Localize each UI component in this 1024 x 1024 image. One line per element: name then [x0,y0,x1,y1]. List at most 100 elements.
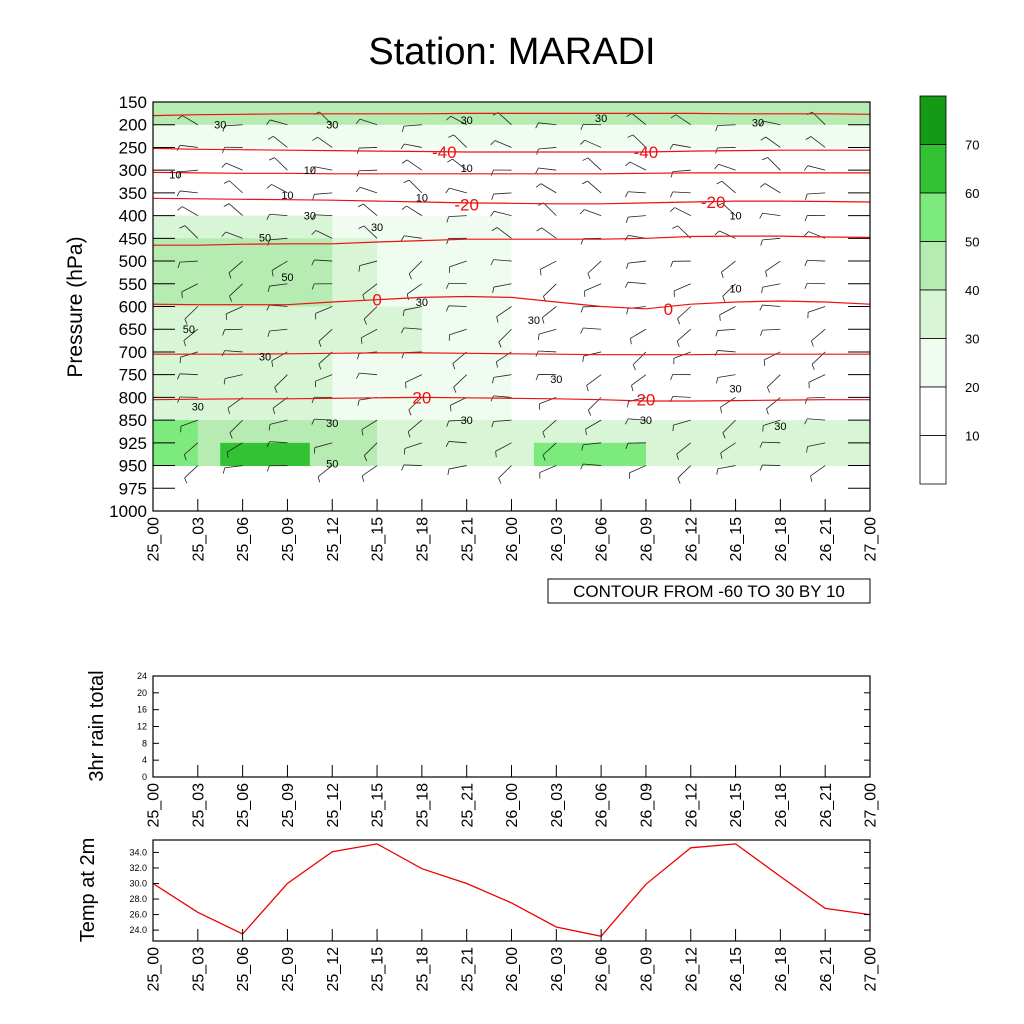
time-tick-label: 25_15 [370,517,387,562]
wind-barb [718,230,736,239]
wind-barb-flag [406,294,409,301]
humidity-cell [780,192,804,217]
humidity-cell [690,192,714,217]
time-tick-label: 26_06 [594,783,611,828]
wind-barb-flag [714,163,719,170]
wind-barb [543,283,557,297]
humidity-cell [466,192,490,217]
humidity-cell [735,238,759,262]
wind-barb-flag [222,329,226,336]
time-tick-label: 26_06 [594,517,611,562]
wind-barb [226,306,243,315]
wind-barb [448,441,467,444]
wind-barb [583,442,602,446]
wind-barb-flag [765,271,768,278]
wind-barb-flag [580,139,585,145]
wind-barb-flag [542,431,546,438]
humidity-cell [377,442,400,467]
humidity-cell [220,374,244,398]
humidity-cell [489,442,512,467]
humidity-cell [332,374,356,398]
wind-barb [720,397,736,408]
humidity-cell [623,329,647,353]
wind-barb [224,350,243,353]
wind-barb-flag [223,378,226,385]
humidity-cell [421,397,445,421]
wind-barb [183,442,199,455]
humidity-cell [623,306,647,330]
humidity-cell [265,124,288,148]
wind-barb [539,465,557,473]
wind-barb [450,115,467,126]
humidity-cell [601,397,625,421]
humidity-cell [623,215,647,239]
wind-barb-flag [670,261,674,268]
wind-barb [315,230,333,239]
wind-barb [493,210,512,216]
wind-barb [362,465,378,477]
wind-barb-flag [627,134,634,138]
wind-barb [538,328,557,335]
humidity-cell [354,283,378,307]
humidity-cell [757,397,781,421]
wind-barb-flag [445,283,450,289]
wind-barb-flag [491,421,494,428]
humidity-cell [421,215,445,239]
humidity-cell [421,329,445,353]
humidity-cell [197,147,221,171]
humidity-cell [847,215,871,239]
wind-barb [717,350,736,353]
time-tick-label: 25_18 [414,947,431,992]
wind-barb [314,442,333,448]
wind-barb [538,350,557,353]
wind-barb [631,374,647,386]
temp-plot-frame [152,839,871,942]
rain-tick-label: 12 [137,722,147,732]
humidity-cell [690,351,714,376]
humidity-cell [578,261,602,285]
wind-barb-flag [677,477,681,484]
humidity-cell [645,170,669,194]
humidity-label: 30 [371,222,383,234]
humidity-cell [489,261,512,285]
wind-barb [630,328,647,339]
humidity-cell [399,261,423,285]
humidity-cell [601,420,625,444]
wind-barb [627,281,646,285]
time-tick-label: 26_15 [728,947,745,992]
humidity-cell [690,442,714,467]
humidity-cell [287,374,311,398]
humidity-cell [197,306,221,330]
wind-barb-flag [760,136,766,141]
humidity-cell [421,442,445,467]
wind-barb [225,231,243,239]
wind-barb-flag [721,272,724,279]
wind-barb-flag [492,377,495,384]
humidity-cell [332,420,356,444]
wind-barb-flag [223,180,230,184]
wind-barb [677,306,692,319]
wind-barb [496,227,512,239]
wind-barb-flag [535,122,539,129]
humidity-cell [533,261,557,285]
humidity-cell [377,329,400,353]
humidity-cell [825,147,849,171]
humidity-cell [556,238,580,262]
wind-barb-flag [177,262,181,268]
humidity-cell [533,215,557,239]
temperature-line [152,171,870,175]
humidity-cell [601,170,625,194]
colorbar-label: 30 [965,332,979,347]
wind-barb [228,203,243,216]
wind-barb-flag [229,432,233,439]
humidity-cell [847,283,871,307]
humidity-cell [645,442,669,467]
humidity-cell [802,374,826,398]
wind-barb [493,192,512,195]
wind-barb-flag [176,190,181,197]
humidity-cell [645,306,669,330]
wind-barb [493,419,512,422]
wind-barb [767,157,781,171]
rain-tick-label: 24 [137,671,147,681]
humidity-cell [825,442,849,467]
